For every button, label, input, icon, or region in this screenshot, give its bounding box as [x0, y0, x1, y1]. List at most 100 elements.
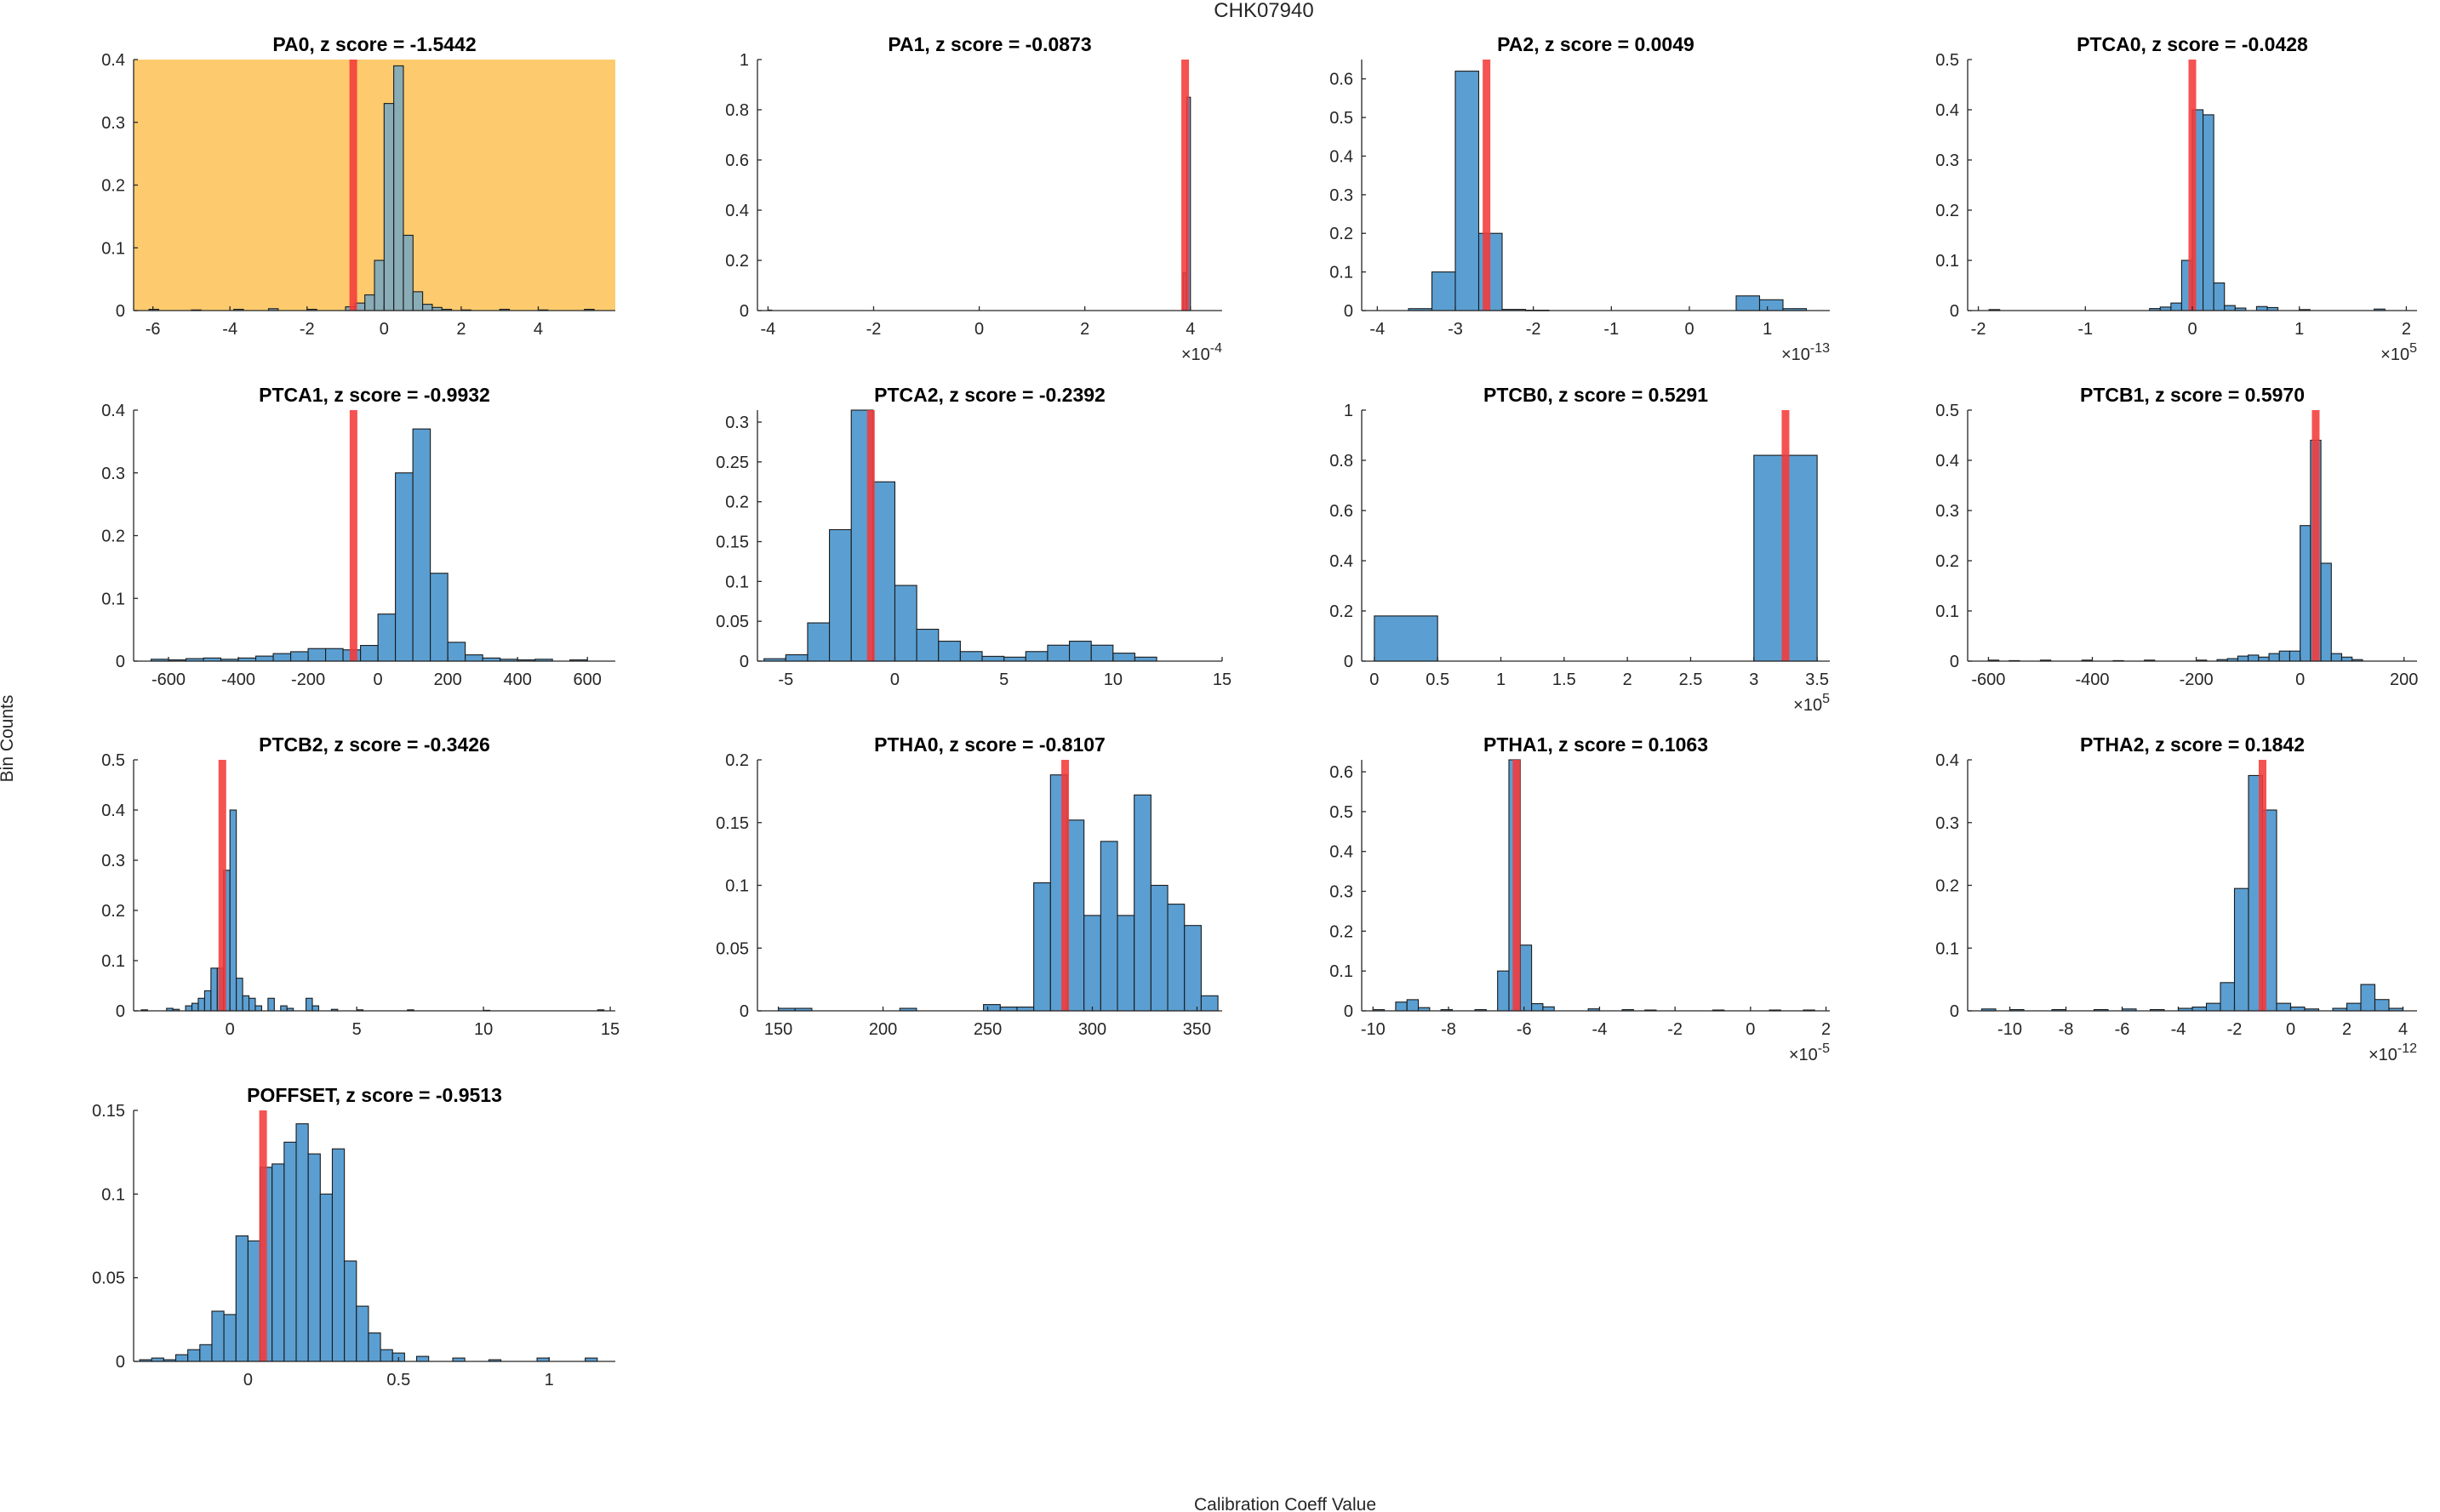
y-tick-label: 0.2 — [1329, 602, 1353, 621]
histogram-bar — [325, 648, 344, 662]
current-value-marker — [1181, 60, 1190, 311]
x-tick-label: -400 — [2075, 670, 2109, 689]
x-tick-label: 0.5 — [386, 1371, 410, 1389]
histogram-bar — [2340, 656, 2353, 662]
subplot-11: -10 -8 -6 -4 -2 0 2 4 0 0.1 0.2 0.3 0.4 PTHA2, z scor… — [1935, 733, 2417, 1064]
x-tick-label: 0 — [1746, 1020, 1755, 1039]
x-tick-label: 600 — [574, 670, 602, 689]
current-value-marker — [218, 760, 226, 1011]
y-tick-label: 0.3 — [1935, 151, 1959, 170]
histogram-bar — [280, 1005, 288, 1012]
subplot-title: PTCB1, z score = 0.5970 — [2080, 384, 2305, 406]
y-tick-label: 0.4 — [101, 51, 125, 70]
x-tick-label: 1 — [2294, 320, 2304, 339]
histogram-bar — [999, 1007, 1018, 1012]
x-tick-label: 2 — [2402, 320, 2411, 339]
current-value-marker — [1483, 60, 1491, 311]
x-tick-label: 3.5 — [1805, 670, 1829, 689]
y-tick-label: 0.5 — [1935, 51, 1959, 70]
histogram-bar — [271, 1163, 285, 1362]
subplot-2: -4 -3 -2 -1 0 1 0 0.1 0.2 0.3 0.4 0.5 0.6 PA2, z scor… — [1329, 33, 1830, 364]
x-tick-label: -1 — [2077, 320, 2093, 339]
x-tick-label: 0 — [1369, 670, 1379, 689]
y-tick-label: 0.8 — [725, 101, 749, 120]
histogram-bar — [1134, 656, 1157, 662]
x-tick-label: 0 — [974, 320, 984, 339]
histogram-bar — [356, 1305, 369, 1362]
y-tick-label: 0.05 — [716, 613, 749, 631]
y-tick-label: 0.5 — [1329, 109, 1353, 128]
histogram-bar — [306, 997, 313, 1012]
histogram-bar — [983, 1004, 1001, 1012]
y-tick-label: 0 — [116, 1002, 125, 1021]
subplot-title: PTHA2, z score = 0.1842 — [2080, 733, 2305, 756]
x-tick-label: -6 — [146, 320, 161, 339]
histogram-bar — [465, 654, 483, 662]
x-tick-label: -2 — [2227, 1020, 2243, 1039]
x-tick-label: 4 — [2398, 1020, 2408, 1039]
x-exponent-label: ×105 — [2380, 341, 2417, 364]
x-tick-label: 1.5 — [1552, 670, 1576, 689]
y-tick-label: 0.3 — [1329, 186, 1353, 205]
histogram-bar — [307, 648, 327, 662]
y-tick-label: 0.2 — [725, 252, 749, 271]
y-tick-label: 0.25 — [716, 454, 749, 472]
y-tick-label: 0.4 — [1329, 147, 1353, 166]
x-tick-label: 350 — [1183, 1020, 1211, 1039]
histogram-bar — [2360, 984, 2376, 1012]
y-tick-label: 0 — [1950, 653, 1959, 671]
histogram-bar — [2191, 1007, 2208, 1012]
histogram-bar — [2224, 305, 2236, 311]
x-tick-label: 2 — [1623, 670, 1632, 689]
histogram-bar — [174, 1354, 189, 1362]
x-tick-label: 10 — [1104, 670, 1123, 689]
histogram-bar — [236, 978, 243, 1012]
y-tick-label: 0.1 — [101, 952, 125, 971]
x-tick-label: -200 — [291, 670, 325, 689]
histogram-bar — [1374, 615, 1438, 662]
y-tick-label: 0 — [116, 1353, 125, 1372]
y-tick-label: 0.5 — [1329, 803, 1353, 822]
y-tick-label: 0.2 — [1935, 202, 1959, 220]
y-tick-label: 0.2 — [101, 177, 125, 196]
x-tick-label: 250 — [974, 1020, 1002, 1039]
current-value-marker — [2311, 410, 2320, 661]
histogram-bar — [229, 809, 237, 1012]
y-tick-label: 0.2 — [101, 902, 125, 921]
histogram-bar — [894, 585, 917, 662]
x-tick-label: 15 — [1213, 670, 1231, 689]
histogram-bar — [829, 528, 852, 662]
subplot-1: -4 -2 0 2 4 0 0.2 0.4 0.6 0.8 1 PA1, z score = -0.0… — [725, 33, 1222, 364]
x-tick-label: 2 — [1080, 320, 1089, 339]
y-tick-label: 0.4 — [101, 402, 125, 420]
y-tick-label: 0.15 — [716, 814, 749, 833]
histogram-bar — [1025, 651, 1049, 662]
x-tick-label: 0 — [380, 320, 389, 339]
y-tick-label: 0.05 — [92, 1270, 125, 1288]
x-tick-label: 0 — [2187, 320, 2197, 339]
histogram-bar — [430, 573, 449, 662]
histogram-bar — [290, 651, 309, 662]
x-tick-label: 0 — [374, 670, 383, 689]
y-tick-label: 0.1 — [1935, 252, 1959, 271]
histogram-bar — [344, 1260, 357, 1362]
x-exponent-label: ×10-12 — [2369, 1041, 2417, 1064]
histogram-bar — [307, 1153, 321, 1362]
histogram-bar — [2258, 656, 2270, 662]
x-tick-label: -2 — [1526, 320, 1541, 339]
x-tick-label: 2 — [456, 320, 466, 339]
x-exponent-label: ×10-4 — [1181, 341, 1222, 364]
y-tick-label: 0 — [1950, 1002, 1959, 1021]
histogram-bar — [393, 65, 404, 311]
histogram-bar — [1016, 1007, 1035, 1012]
histogram-bar — [383, 103, 395, 311]
histogram-bar — [1090, 644, 1114, 662]
y-tick-label: 0.2 — [1329, 225, 1353, 243]
histogram-bar — [360, 645, 379, 662]
y-tick-label: 0 — [1950, 302, 1959, 321]
y-tick-label: 0.1 — [101, 590, 125, 608]
subplot-5: -5 0 5 10 15 0 0.05 0.1 0.15 0.2 0.25 0.3 PTCA2, z s… — [716, 384, 1231, 689]
x-tick-label: -2 — [1971, 320, 1986, 339]
histogram-bar — [2346, 1002, 2362, 1012]
subplot-10: -10 -8 -6 -4 -2 0 2 0 0.1 0.2 0.3 0.4 0.5 0.6 PTHA1, z… — [1329, 733, 1831, 1064]
